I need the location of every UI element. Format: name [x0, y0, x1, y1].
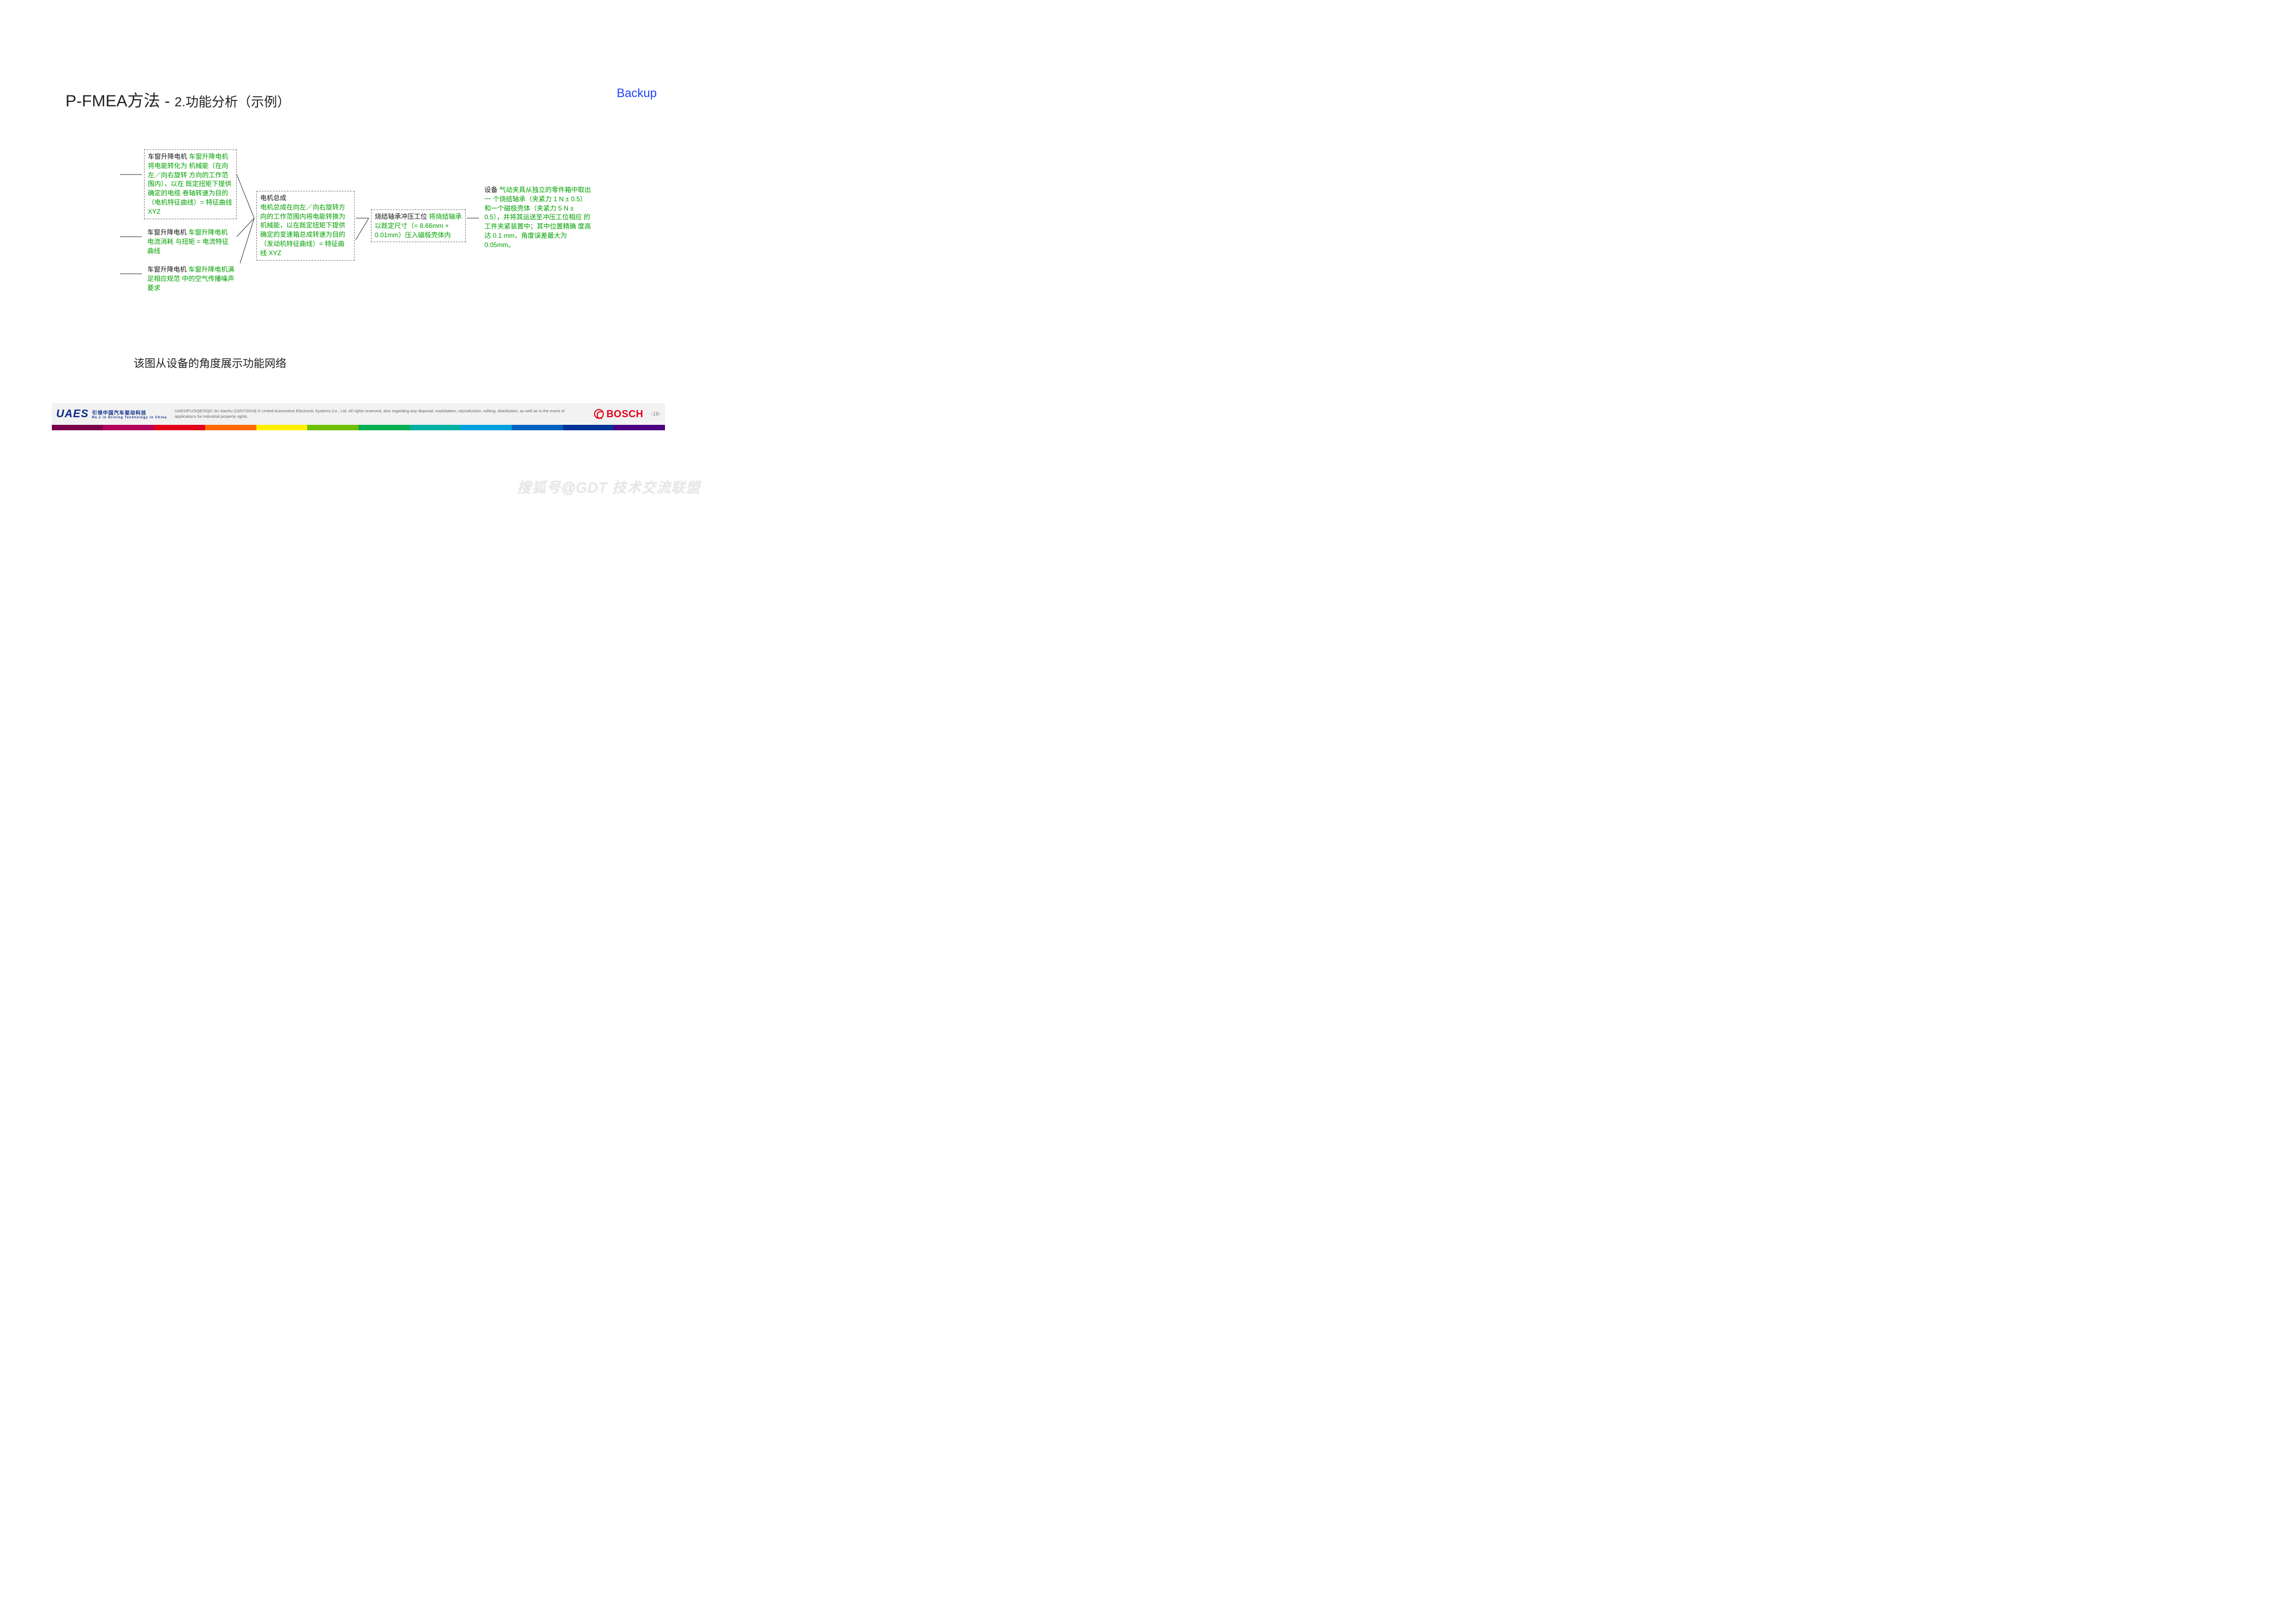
title-sub: 2.功能分析（示例） — [175, 95, 290, 110]
footer-top: UAES 引领中国汽车驱动科技 No.1 in Driving Technolo… — [52, 403, 665, 425]
title-main: P-FMEA方法 - — [65, 92, 175, 110]
color-bar-segment — [52, 425, 103, 430]
node-label: 电机总成 — [260, 194, 286, 202]
node-text: 车窗升降电机将电能转化为 机械能（在向左／向右旋转 方向的工作范围内），以在 既… — [148, 153, 232, 215]
bosch-logo: BOSCH — [594, 408, 644, 420]
uaes-logo: UAES 引领中国汽车驱动科技 No.1 in Driving Technolo… — [56, 408, 167, 420]
color-bar-segment — [563, 425, 614, 430]
color-bar-segment — [154, 425, 205, 430]
node-text: 气动夹具从独立的零件箱中取出一 个烧结轴承（夹紧力 1 N ± 0.5） 和一个… — [484, 186, 591, 249]
node-label: 车窗升降电机 — [147, 229, 187, 236]
footer-color-bar — [52, 425, 665, 430]
node-label: 烧结轴承冲压工位 — [375, 213, 427, 220]
diagram-caption: 该图从设备的角度展示功能网络 — [134, 354, 286, 370]
node-motor-assembly: 电机总成 电机总成在向左／向右旋转方向的工作范围内将电能转换为机械能，以在既定扭… — [256, 191, 355, 261]
node-equipment: 设备 气动夹具从独立的零件箱中取出一 个烧结轴承（夹紧力 1 N ± 0.5） … — [481, 183, 596, 252]
node-window-motor-1: 车窗升降电机 车窗升降电机将电能转化为 机械能（在向左／向右旋转 方向的工作范围… — [144, 149, 237, 219]
uaes-en: No.1 in Driving Technology in China — [92, 416, 167, 419]
node-window-motor-3: 车窗升降电机 车窗升降电机满足相应规范 中的空气传播噪声要求 — [144, 263, 240, 294]
color-bar-segment — [614, 425, 665, 430]
node-window-motor-2: 车窗升降电机 车窗升降电机电流消耗 与扭矩 = 电流特征曲线 — [144, 226, 237, 257]
node-press-station: 烧结轴承冲压工位 将烧结轴承以既定尺寸（= 8.66mm + 0.01mm）压入… — [371, 209, 466, 242]
color-bar-segment — [256, 425, 308, 430]
bosch-logo-text: BOSCH — [607, 408, 644, 420]
backup-label: Backup — [617, 86, 657, 100]
uaes-logo-text: UAES — [56, 408, 89, 420]
slide-title: P-FMEA方法 - 2.功能分析（示例） — [65, 87, 290, 111]
color-bar-segment — [460, 425, 512, 430]
slide: P-FMEA方法 - 2.功能分析（示例） Backup 车窗升降电机 车窗升降… — [0, 0, 717, 507]
node-label: 车窗升降电机 — [148, 153, 187, 160]
color-bar-segment — [103, 425, 154, 430]
node-label: 车窗升降电机 — [147, 266, 187, 273]
page-number: -18- — [651, 411, 661, 417]
slide-footer: UAES 引领中国汽车驱动科技 No.1 in Driving Technolo… — [52, 403, 665, 433]
bosch-ring-icon — [594, 409, 604, 419]
color-bar-segment — [307, 425, 358, 430]
node-text: 电机总成在向左／向右旋转方向的工作范围内将电能转换为机械能，以在既定扭矩下提供确… — [260, 203, 345, 257]
color-bar-segment — [205, 425, 256, 430]
color-bar-segment — [410, 425, 461, 430]
uaes-logo-sub: 引领中国汽车驱动科技 No.1 in Driving Technology in… — [92, 409, 167, 419]
uaes-cn: 引领中国汽车驱动科技 — [92, 409, 167, 416]
node-label: 设备 — [484, 186, 497, 194]
color-bar-segment — [512, 425, 563, 430]
color-bar-segment — [358, 425, 410, 430]
function-diagram: 车窗升降电机 车窗升降电机将电能转化为 机械能（在向左／向右旋转 方向的工作范围… — [120, 147, 600, 311]
footer-disclaimer: UAES/PU/SQE/SQD Jin Xianhu |10/07/2018| … — [167, 408, 594, 419]
watermark: 搜狐号@GDT 技术交流联盟 — [517, 477, 701, 497]
